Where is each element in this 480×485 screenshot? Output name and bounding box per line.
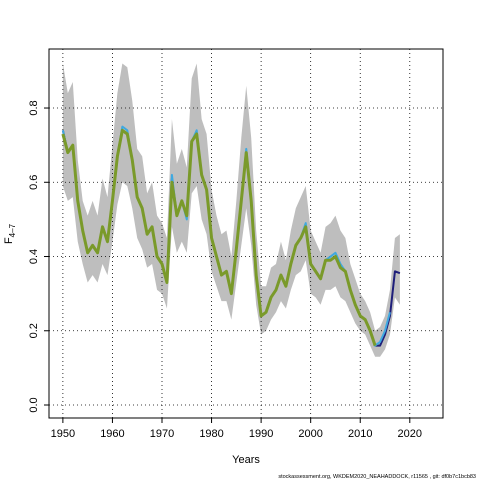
y-tick-label: 0.0 (28, 397, 40, 412)
x-tick-label: 1980 (199, 428, 223, 440)
y-axis-label: F4–7 (3, 223, 17, 244)
y-axis-label-sub: 4–7 (8, 223, 17, 237)
x-tick-label: 2020 (398, 428, 422, 440)
x-tick-label: 1950 (51, 428, 75, 440)
x-tick-label: 1990 (249, 428, 273, 440)
plot-frame (48, 48, 444, 419)
series-line (61, 128, 377, 347)
x-tick-label: 2010 (348, 428, 372, 440)
y-axis-label-base: F (3, 237, 15, 244)
footer: stockassessment.org, WKDEM2020_NEAHADDOC… (278, 474, 476, 480)
y-tick-label: 0.4 (28, 249, 40, 264)
x-tick-label: 2000 (298, 428, 322, 440)
y-tick-label: 0.2 (28, 323, 40, 338)
x-tick-label: 1960 (100, 428, 124, 440)
x-axis-label: Years (232, 454, 260, 466)
y-tick-label: 0.6 (28, 175, 40, 190)
y-tick-label: 0.8 (28, 100, 40, 115)
x-tick-label: 1970 (150, 428, 174, 440)
confidence-band (62, 63, 400, 357)
